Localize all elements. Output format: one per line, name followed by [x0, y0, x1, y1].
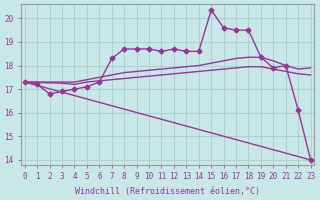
X-axis label: Windchill (Refroidissement éolien,°C): Windchill (Refroidissement éolien,°C) [75, 187, 260, 196]
